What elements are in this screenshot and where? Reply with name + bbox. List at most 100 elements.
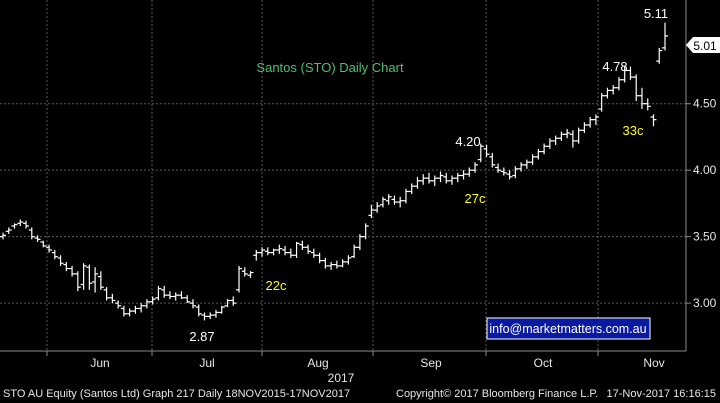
ohlc-bar bbox=[236, 265, 243, 293]
ohlc-bar bbox=[40, 240, 47, 248]
x-tick-label-jun: Jun bbox=[90, 356, 109, 370]
ohlc-bar bbox=[437, 171, 444, 183]
footer-copyright: Copyright© 2017 Bloomberg Finance L.P. bbox=[396, 388, 599, 400]
ohlc-bar bbox=[558, 131, 565, 141]
ohlc-bar bbox=[466, 167, 473, 177]
annotation-4-20: 4.20 bbox=[455, 134, 480, 149]
ohlc-bar bbox=[51, 249, 58, 260]
ohlc-bar bbox=[610, 85, 617, 95]
ohlc-bar bbox=[5, 227, 12, 234]
ohlc-bar bbox=[310, 248, 317, 258]
ohlc-bar bbox=[569, 130, 576, 148]
ohlc-bar bbox=[592, 114, 599, 125]
ohlc-bar bbox=[615, 77, 622, 91]
year-label: 2017 bbox=[328, 371, 355, 385]
footer-bar: STO AU Equity (Santos Ltd) Graph 217 Dai… bbox=[0, 385, 720, 403]
ohlc-bar bbox=[149, 296, 156, 305]
ohlc-bar bbox=[241, 267, 248, 277]
footer-security-info: STO AU Equity (Santos Ltd) Graph 217 Dai… bbox=[3, 388, 351, 400]
ohlc-bar bbox=[259, 247, 266, 257]
annotation-high-5-11: 5.11 bbox=[644, 6, 668, 21]
ohlc-bar bbox=[402, 188, 409, 204]
ohlc-bar bbox=[305, 244, 312, 254]
footer-timestamp: 17-Nov-2017 16:16:15 bbox=[606, 388, 716, 400]
ohlc-bar bbox=[483, 144, 490, 157]
ohlc-bar bbox=[333, 260, 340, 269]
ohlc-bar bbox=[69, 265, 76, 277]
ohlc-bar bbox=[126, 308, 133, 317]
ohlc-bar bbox=[17, 219, 24, 227]
annotation-4-78: 4.78 bbox=[602, 59, 627, 74]
ohlc-bar bbox=[368, 204, 375, 219]
ohlc-bar bbox=[253, 249, 260, 261]
ohlc-bar bbox=[391, 195, 398, 205]
ohlc-bar bbox=[662, 22, 668, 51]
ohlc-bar bbox=[155, 285, 162, 301]
chart-title: Santos (STO) Daily Chart bbox=[256, 60, 404, 75]
ohlc-bar bbox=[420, 174, 427, 185]
grid-lines bbox=[0, 0, 686, 351]
ohlc-bar bbox=[443, 172, 450, 184]
ohlc-bar bbox=[345, 255, 352, 265]
ohlc-bar bbox=[120, 305, 127, 317]
ohlc-bar bbox=[512, 166, 519, 179]
ohlc-bar bbox=[454, 172, 461, 183]
ohlc-bar bbox=[425, 172, 432, 184]
ohlc-bar bbox=[34, 235, 41, 242]
ohlc-bar bbox=[287, 248, 294, 258]
ohlc-bar bbox=[201, 312, 208, 321]
ohlc-bar bbox=[195, 304, 202, 317]
last-price-label: 5.01 bbox=[693, 39, 717, 53]
ohlc-bar bbox=[535, 148, 542, 160]
ohlc-bar bbox=[575, 127, 582, 144]
x-axis: Jun Jul Aug Sep Oct Nov bbox=[46, 351, 665, 370]
ohlc-bar bbox=[552, 135, 559, 145]
ohlc-bar bbox=[293, 241, 300, 258]
ohlc-bar bbox=[80, 263, 87, 290]
ohlc-bar bbox=[23, 220, 30, 229]
ohlc-bar bbox=[500, 167, 507, 176]
ohlc-bar bbox=[604, 87, 611, 99]
ohlc-bar bbox=[351, 244, 358, 258]
x-tick-label-aug: Aug bbox=[307, 356, 328, 370]
ohlc-bar bbox=[541, 143, 548, 155]
ohlc-bar bbox=[356, 234, 363, 250]
x-tick-label-oct: Oct bbox=[534, 356, 553, 370]
ohlc-bar bbox=[86, 264, 93, 290]
x-tick-label-nov: Nov bbox=[643, 356, 664, 370]
ohlc-bar bbox=[276, 244, 283, 254]
ohlc-bar bbox=[598, 93, 605, 112]
ohlc-bar bbox=[523, 159, 530, 169]
ohlc-bar bbox=[74, 271, 81, 292]
ohlc-bar bbox=[472, 162, 479, 173]
ohlc-bar bbox=[408, 183, 415, 195]
ohlc-bar bbox=[339, 259, 346, 268]
ohlc-bars bbox=[0, 22, 668, 321]
ohlc-bar bbox=[529, 154, 536, 165]
x-tick-label-jul: Jul bbox=[199, 356, 214, 370]
ohlc-bar bbox=[109, 293, 116, 304]
ohlc-bar bbox=[138, 303, 145, 313]
annotation-2-87: 2.87 bbox=[189, 329, 214, 344]
ohlc-bar bbox=[270, 248, 277, 256]
ohlc-bar bbox=[431, 175, 438, 187]
ohlc-bar bbox=[207, 312, 214, 320]
ohlc-bar bbox=[103, 287, 110, 301]
y-tick-label: 4.00 bbox=[693, 163, 717, 177]
ohlc-bar bbox=[587, 117, 594, 128]
ohlc-bar bbox=[379, 196, 386, 208]
ohlc-bar bbox=[132, 305, 139, 314]
ohlc-bar bbox=[414, 176, 421, 189]
y-tick-label: 3.00 bbox=[693, 296, 717, 310]
watermark: info@marketmatters.com.au bbox=[486, 317, 651, 340]
ohlc-bar bbox=[506, 170, 513, 180]
y-tick-label: 4.50 bbox=[693, 97, 717, 111]
ohlc-bar bbox=[92, 267, 99, 293]
ohlc-bar bbox=[650, 114, 657, 127]
y-tick-label: 3.50 bbox=[693, 230, 717, 244]
ohlc-bar bbox=[460, 170, 467, 180]
ohlc-bar bbox=[230, 296, 237, 306]
annotation-27c: 27c bbox=[465, 191, 486, 206]
x-tick-label-sep: Sep bbox=[420, 356, 442, 370]
ohlc-bar bbox=[247, 271, 254, 278]
